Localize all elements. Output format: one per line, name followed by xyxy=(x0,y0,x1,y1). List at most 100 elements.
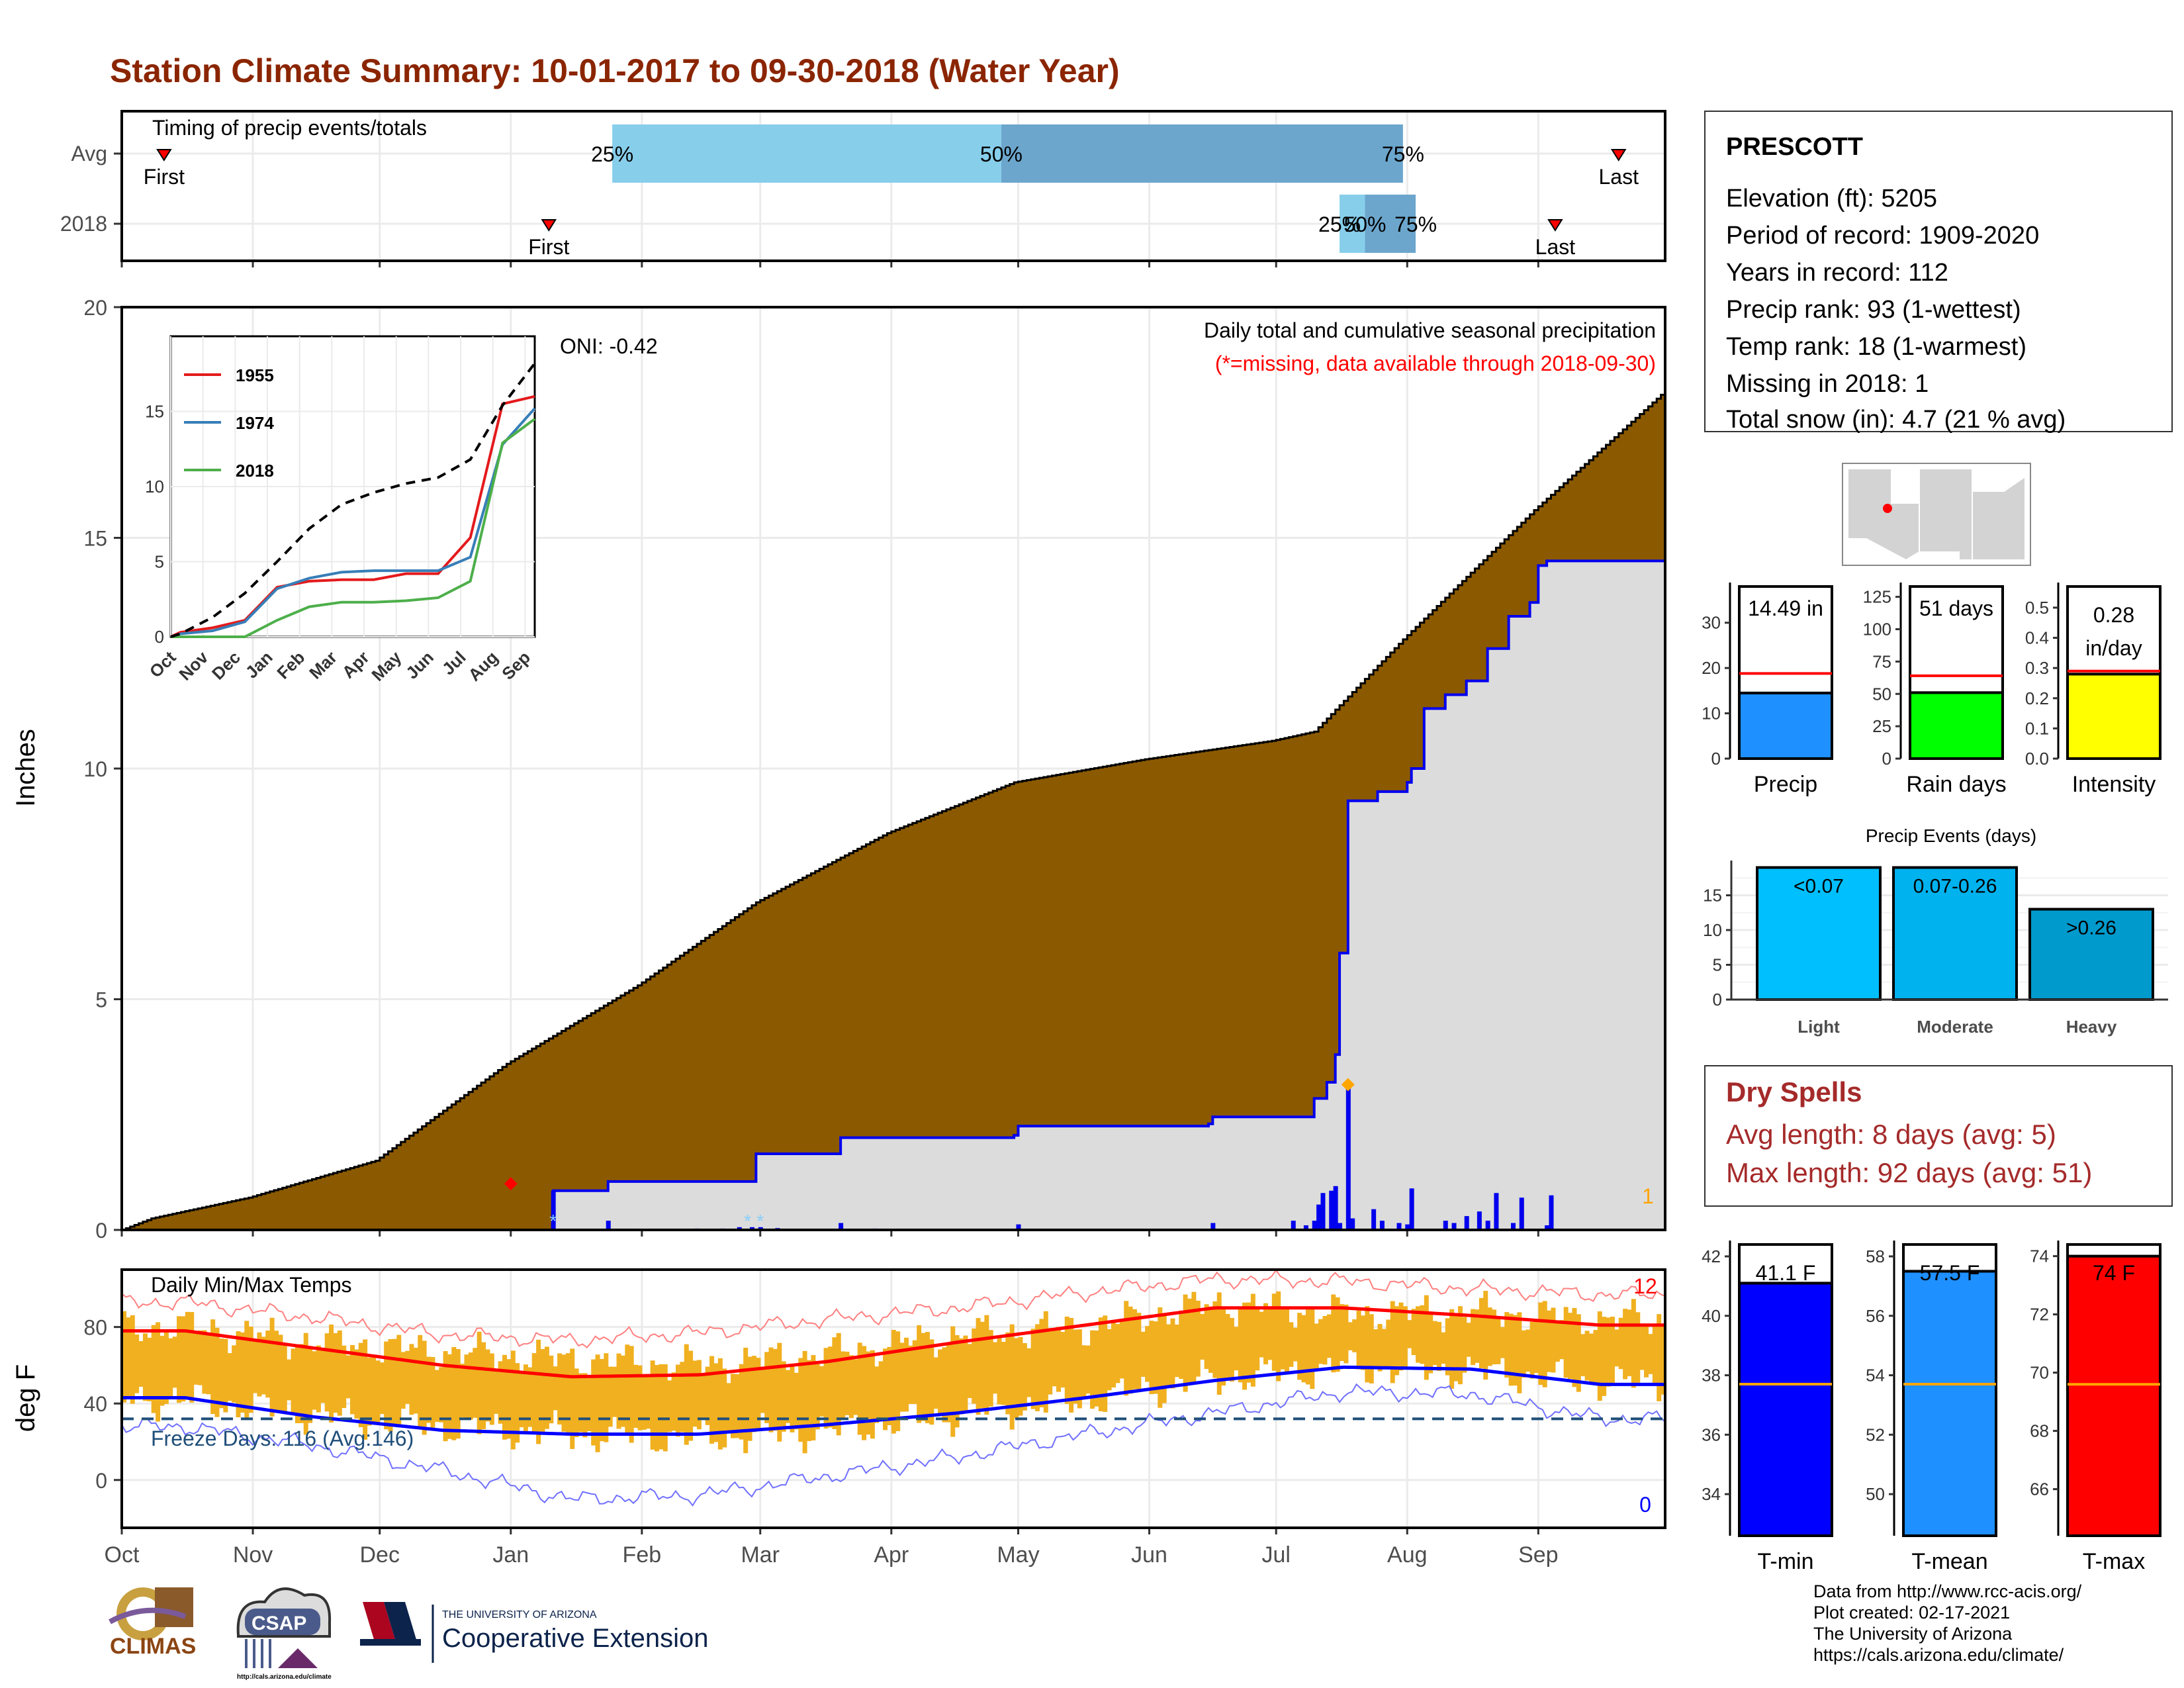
daily-temp-bar xyxy=(1533,1321,1539,1374)
daily-temp-bar xyxy=(874,1366,880,1423)
x-tick-label: Sep xyxy=(1518,1542,1559,1568)
daily-temp-bar xyxy=(1343,1304,1349,1364)
daily-temp-bar xyxy=(870,1350,875,1439)
daily-temp-bar xyxy=(1517,1312,1522,1393)
y-tick-label: 5 xyxy=(1713,955,1722,975)
precip-summary-chart: 14.49 in 0 10 20 30 Precip xyxy=(1702,583,1833,797)
daily-temp-bar xyxy=(1576,1314,1581,1392)
daily-temp-bar xyxy=(1661,1323,1666,1395)
daily-temp-bar xyxy=(768,1347,774,1432)
daily-temp-bar xyxy=(498,1361,503,1424)
event-category-label: Light xyxy=(1797,1017,1840,1037)
x-tick-label: Jul xyxy=(1261,1542,1290,1568)
y-tick-label: 0 xyxy=(95,1469,107,1493)
daily-temp-bar xyxy=(1471,1309,1476,1366)
daily-temp-bar xyxy=(979,1321,985,1409)
daily-temp-bar xyxy=(1644,1324,1649,1378)
y-tick-label: 25 xyxy=(1872,716,1891,736)
daily-precip-bar xyxy=(758,1227,763,1230)
temp-summary-title: T-min xyxy=(1758,1549,1814,1574)
daily-temp-bar xyxy=(1276,1291,1281,1382)
daily-temp-bar xyxy=(878,1361,884,1420)
station-line: Years in record: 112 xyxy=(1726,259,1948,287)
daily-temp-bar xyxy=(760,1367,765,1413)
average-min-line xyxy=(122,1365,1665,1436)
daily-temp-bar xyxy=(159,1336,165,1406)
daily-temp-bar xyxy=(156,1322,161,1422)
station-line: Precip rank: 93 (1-wettest) xyxy=(1726,296,2021,324)
daily-temp-bar xyxy=(1271,1293,1277,1371)
daily-temp-bar xyxy=(371,1357,376,1423)
daily-temp-bar xyxy=(709,1356,715,1444)
daily-temp-bar xyxy=(1635,1312,1641,1383)
daily-temp-bar xyxy=(717,1358,723,1450)
daily-temp-bar xyxy=(950,1326,956,1437)
daily-temp-bar xyxy=(400,1352,406,1409)
daily-temp-bar xyxy=(659,1364,664,1450)
station-info-box: PRESCOTT Elevation (ft): 5205 Period of … xyxy=(1704,111,2173,434)
daily-temp-bar xyxy=(138,1340,144,1387)
daily-precip-bar xyxy=(1210,1223,1216,1230)
daily-precip-bar xyxy=(1485,1221,1490,1230)
daily-temp-bar xyxy=(646,1377,651,1429)
y-tick-label: 0 xyxy=(1713,990,1722,1009)
daily-precip-bar xyxy=(1405,1224,1410,1230)
daily-temp-bar xyxy=(1500,1327,1505,1358)
daily-temp-bar xyxy=(320,1350,326,1403)
daily-temp-bar xyxy=(1588,1333,1594,1383)
first-marker-label: First xyxy=(144,165,185,189)
daily-temp-bar xyxy=(650,1360,655,1450)
daily-temp-bar xyxy=(418,1335,423,1429)
daily-temp-bar xyxy=(1555,1321,1560,1362)
daily-temp-bar xyxy=(354,1349,359,1419)
daily-temp-bar xyxy=(312,1351,317,1410)
daily-temp-bar xyxy=(1411,1309,1416,1356)
daily-temp-bar xyxy=(287,1359,292,1401)
daily-temp-bar xyxy=(1077,1329,1082,1409)
daily-temp-bar xyxy=(883,1348,888,1430)
last-marker xyxy=(1610,149,1627,162)
x-tick-label: Feb xyxy=(623,1542,662,1568)
y-tick-label: 50 xyxy=(1872,684,1891,704)
daily-temp-bar xyxy=(1103,1315,1108,1412)
daily-temp-bar xyxy=(151,1325,156,1413)
y-tick-label: 0 xyxy=(95,1219,107,1243)
daily-temp-bar xyxy=(1014,1338,1019,1419)
daily-temp-bar xyxy=(1373,1329,1379,1368)
daily-temp-bar xyxy=(422,1340,427,1435)
daily-temp-bar xyxy=(244,1321,250,1418)
y-tick-label: 5 xyxy=(95,988,107,1012)
freeze-days-label: Freeze Days: 116 (Avg:146) xyxy=(151,1427,414,1450)
daily-temp-bar xyxy=(1310,1307,1315,1389)
daily-temp-bar xyxy=(1005,1332,1011,1415)
daily-temp-bar xyxy=(557,1353,563,1425)
daily-temp-bar xyxy=(1043,1311,1048,1413)
y-tick-label: 10 xyxy=(1702,704,1721,724)
ua-logo: THE UNIVERSITY OF ARIZONA Cooperative Ex… xyxy=(360,1602,708,1663)
daily-temp-bar xyxy=(257,1332,262,1397)
daily-temp-bar xyxy=(379,1362,385,1415)
daily-temp-bar xyxy=(1322,1316,1328,1365)
precip-events-chart: Precip Events (days) <0.07 Light 0.07-0.26 M… xyxy=(1703,825,2168,1037)
daily-temp-bar xyxy=(1394,1306,1400,1376)
daily-temp-bar xyxy=(1487,1307,1492,1366)
panel-frame xyxy=(120,1268,1666,1529)
daily-temp-bar xyxy=(578,1373,584,1432)
daily-temp-bar xyxy=(1153,1321,1158,1394)
daily-temp-bar xyxy=(1466,1323,1471,1357)
record-max-line xyxy=(121,1268,1666,1349)
daily-temp-bar xyxy=(214,1327,220,1417)
daily-temp-bar xyxy=(1048,1328,1053,1395)
daily-temp-bar xyxy=(451,1346,457,1440)
daily-temp-bar xyxy=(608,1366,613,1427)
y-tick-label: 0.5 xyxy=(2025,598,2049,618)
daily-temp-bar xyxy=(1136,1313,1142,1392)
daily-temp-bar xyxy=(291,1348,296,1413)
daily-temp-bar xyxy=(1657,1314,1662,1401)
daily-temp-bar xyxy=(591,1359,596,1446)
snow-marker: * xyxy=(756,1211,764,1231)
panel-frame xyxy=(120,306,1666,1231)
daily-temp-bar xyxy=(692,1360,698,1427)
event-category-label: Heavy xyxy=(2066,1017,2117,1037)
temp-summary-title: T-mean xyxy=(1911,1549,1987,1574)
